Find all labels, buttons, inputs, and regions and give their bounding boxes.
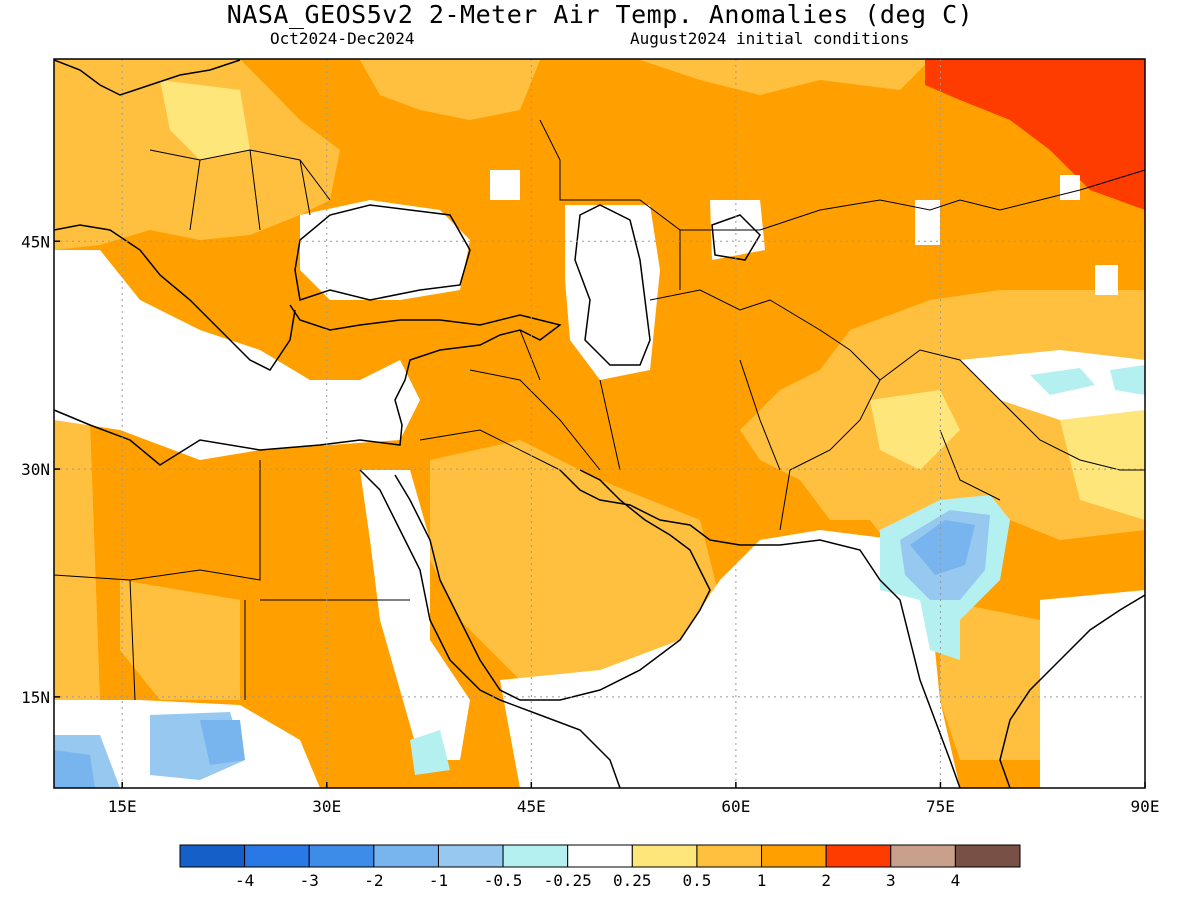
colorbar-swatch [761, 844, 827, 868]
black-sea-coast [294, 204, 471, 301]
himalaya-pale-anomaly [1060, 410, 1145, 520]
south-asia-borders [879, 349, 1145, 501]
red-sea-west-coast [359, 469, 501, 701]
siberia-light-anomaly [640, 60, 930, 95]
colorbar-swatch [244, 844, 310, 868]
india-east-coast [999, 594, 1145, 788]
horn-of-africa-coast [499, 699, 621, 788]
colorbar-swatch [179, 844, 246, 868]
colorbar-label: -0.25 [544, 871, 592, 890]
country-borders [54, 119, 1145, 701]
kashmir-pale-anomaly [870, 390, 960, 470]
colorbar-swatch [631, 844, 698, 868]
south-india-light-anomaly [940, 600, 1040, 760]
red-sea-neutral [360, 470, 470, 760]
colorbar-swatch [954, 844, 1021, 868]
map-frame [53, 58, 1146, 789]
colorbar-label: 2 [821, 871, 831, 890]
west-africa-cool-core [54, 750, 95, 788]
colorbar-label: -1 [429, 871, 448, 890]
initial-conditions-subtitle: August2024 initial conditions [630, 29, 910, 48]
graticule [54, 59, 1145, 788]
map-axes: 15E 30E 45E 60E 75E 90E 15N 30N 45N [21, 232, 1159, 816]
forecast-period-subtitle: Oct2024-Dec2024 [270, 29, 415, 48]
colorbar-swatch [696, 844, 763, 868]
india-cool-anomaly-strong [910, 520, 975, 575]
lon-tick-label: 75E [926, 797, 955, 816]
lon-tick-label: 30E [312, 797, 341, 816]
map-title: NASA_GEOS5v2 2-Meter Air Temp. Anomalies… [226, 0, 974, 29]
colorbar-label: 0.5 [682, 871, 711, 890]
russia-kazakhstan-borders [539, 119, 1145, 290]
tibet-cool-cells [1030, 365, 1145, 395]
black-sea-neutral [300, 200, 470, 300]
colorbar-swatch [308, 844, 375, 868]
europe-borders [149, 149, 331, 231]
lat-tick-label: 30N [21, 460, 50, 479]
central-africa-light-anomaly [120, 580, 240, 700]
colorbar-label: -2 [364, 871, 383, 890]
colorbar-swatch [890, 844, 956, 868]
arabian-sea-neutral [500, 530, 960, 788]
coastlines [54, 59, 1145, 788]
central-asia-borders [649, 289, 881, 531]
colorbar-label: 0.25 [613, 871, 652, 890]
colorbar-swatch [373, 844, 439, 868]
northern-europe-coast [54, 59, 241, 96]
anomaly-field [54, 59, 1145, 788]
west-africa-light-anomaly [54, 420, 100, 700]
colorbar-label: -3 [300, 871, 319, 890]
arabian-peninsula-coast [394, 469, 711, 701]
arabia-light-anomaly [430, 440, 720, 680]
northeast-warm-anomaly [925, 59, 1145, 210]
colorbar-swatch [437, 844, 504, 868]
africa-borders [54, 460, 410, 701]
north-africa-levant-coast [54, 304, 562, 466]
aral-coast [711, 214, 761, 261]
lat-tick-label: 15N [21, 688, 50, 707]
colorbar-swatch [825, 844, 892, 868]
central-europe-pale-anomaly [160, 80, 250, 160]
ethiopia-cool-cell [410, 730, 450, 775]
colorbar-label: 1 [757, 871, 767, 890]
eastern-europe-light-anomaly [360, 60, 540, 120]
lon-tick-label: 90E [1131, 797, 1160, 816]
colorbar-label: -4 [235, 871, 254, 890]
colorbar-label: -0.5 [484, 871, 523, 890]
lon-tick-label: 45E [517, 797, 546, 816]
colorbar-label: 4 [951, 871, 961, 890]
gulf-and-india-west-coast [559, 469, 961, 788]
caspian-neutral [565, 205, 660, 380]
central-africa-cool-core [200, 720, 245, 765]
colorbar: -4 -3 -2 -1 -0.5 -0.25 0.25 0.5 1 2 3 4 [179, 844, 1021, 890]
bay-of-bengal-neutral [1040, 590, 1145, 788]
lon-tick-label: 15E [108, 797, 137, 816]
mediterranean-neutral [54, 250, 420, 460]
middle-east-borders [419, 329, 621, 471]
colorbar-swatch [567, 844, 633, 868]
caspian-coast [574, 204, 651, 366]
lat-tick-label: 45N [21, 232, 50, 251]
lon-tick-label: 60E [721, 797, 750, 816]
italy-balkans-coast [54, 224, 296, 371]
colorbar-label: 3 [886, 871, 896, 890]
colorbar-swatch [502, 844, 569, 868]
